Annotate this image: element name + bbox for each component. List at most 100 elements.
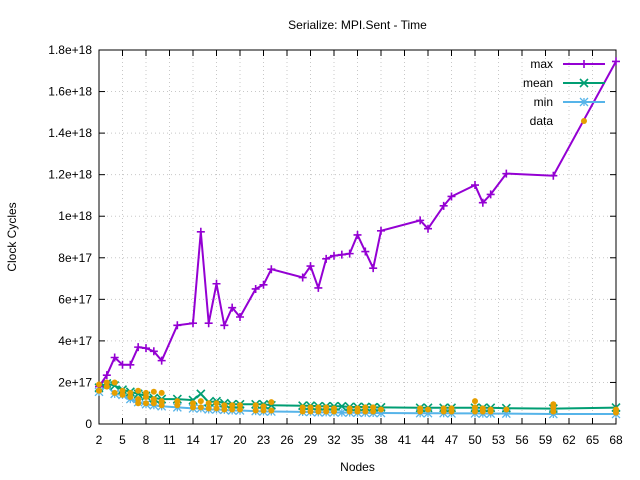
series-max-point [134, 343, 143, 352]
axis-ticks [98, 49, 617, 425]
data-point [174, 402, 181, 409]
data-point [96, 381, 102, 388]
data-point [143, 393, 149, 400]
legend-item-max: max [530, 57, 605, 71]
data-point [111, 379, 118, 386]
data-point [260, 407, 267, 414]
series-max-point [267, 265, 276, 274]
data-point [96, 387, 102, 394]
data-point [237, 402, 243, 409]
data-point [354, 405, 361, 412]
series-max-point [173, 321, 182, 330]
legend: max mean min data [523, 57, 605, 128]
x-tick-label: 5 [119, 433, 126, 447]
legend-item-mean: mean [523, 76, 605, 90]
series-max-point [314, 283, 323, 292]
data-point [221, 402, 228, 409]
series-max-point [142, 344, 150, 353]
series-max-point [251, 284, 260, 293]
x-tick-label: 2 [96, 433, 103, 447]
data-point [252, 407, 259, 414]
x-tick-label: 50 [468, 433, 482, 447]
data-point [252, 402, 259, 409]
series-max-point [345, 249, 354, 258]
data-point [268, 407, 275, 414]
data-point [503, 406, 510, 413]
series-max-point [204, 319, 213, 328]
data-point [150, 400, 157, 407]
legend-item-min: min [534, 95, 605, 109]
series-mean-point [196, 389, 206, 399]
series-max-point [228, 303, 237, 312]
data-point [119, 387, 126, 394]
data-point [119, 391, 126, 398]
data-point [260, 403, 267, 410]
data-point [150, 396, 157, 403]
legend-label: mean [523, 76, 553, 90]
legend-swatch-marker [579, 78, 589, 88]
y-tick-label: 6e+17 [58, 292, 92, 306]
data-point [299, 404, 306, 411]
series-max-point [416, 216, 425, 225]
series-max-point [196, 227, 205, 236]
data-point [190, 404, 196, 411]
series-max-point [502, 169, 511, 178]
data-point [197, 404, 204, 411]
series-min-point [423, 408, 433, 418]
data-point [370, 408, 377, 415]
data-point [237, 406, 243, 413]
series-max [95, 57, 620, 391]
y-tick-label: 1.2e+18 [48, 168, 92, 182]
data-point [299, 408, 306, 415]
series-max-point [424, 224, 432, 233]
series-max-point [447, 192, 456, 201]
data-point [205, 405, 212, 412]
x-tick-labels: 2 5 8 11 14 17 20 23 26 29 32 35 38 41 44 47 50 53 56 59 62 6… [96, 433, 623, 447]
x-tick-label: 26 [280, 433, 294, 447]
data-point [135, 400, 142, 407]
data-point [197, 398, 204, 405]
data-point [487, 406, 494, 413]
x-tick-label: 53 [492, 433, 506, 447]
series-min-point [376, 408, 386, 418]
x-tick-label: 47 [445, 433, 459, 447]
series-max-point [330, 251, 338, 260]
x-tick-label: 38 [374, 433, 388, 447]
data-point [213, 405, 220, 412]
series-max-point [377, 226, 385, 235]
data-point [417, 405, 424, 412]
x-tick-label: 11 [163, 433, 176, 447]
x-tick-label: 65 [586, 433, 600, 447]
data-point [472, 404, 478, 411]
y-tick-label: 1e+18 [58, 209, 92, 223]
series-max-point [478, 198, 487, 207]
data-point [440, 405, 447, 412]
data-point [362, 404, 369, 411]
x-tick-label: 62 [562, 433, 576, 447]
y-tick-label: 2e+17 [58, 375, 92, 389]
data-point [307, 404, 314, 411]
series-max-point [337, 250, 346, 259]
x-tick-label: 29 [304, 433, 318, 447]
x-tick-label: 14 [186, 433, 200, 447]
series-max-point [306, 262, 315, 271]
legend-swatch-marker [580, 60, 588, 68]
series-max-point [361, 247, 370, 256]
series-max-point [353, 230, 362, 239]
series-max-point [126, 360, 135, 369]
data-point [127, 389, 134, 396]
data-point [448, 405, 455, 412]
series-max-point [110, 353, 119, 362]
data-point [425, 406, 431, 413]
data-point [158, 398, 165, 405]
y-tick-label: 1.4e+18 [48, 126, 92, 140]
y-axis-title: Clock Cycles [5, 202, 19, 271]
data-point [315, 408, 322, 415]
series-max-point [118, 360, 127, 369]
data-point [307, 408, 314, 415]
data-point [143, 389, 149, 396]
series-max-point [149, 347, 158, 356]
data-point [315, 404, 322, 411]
series-max-point [369, 264, 378, 273]
